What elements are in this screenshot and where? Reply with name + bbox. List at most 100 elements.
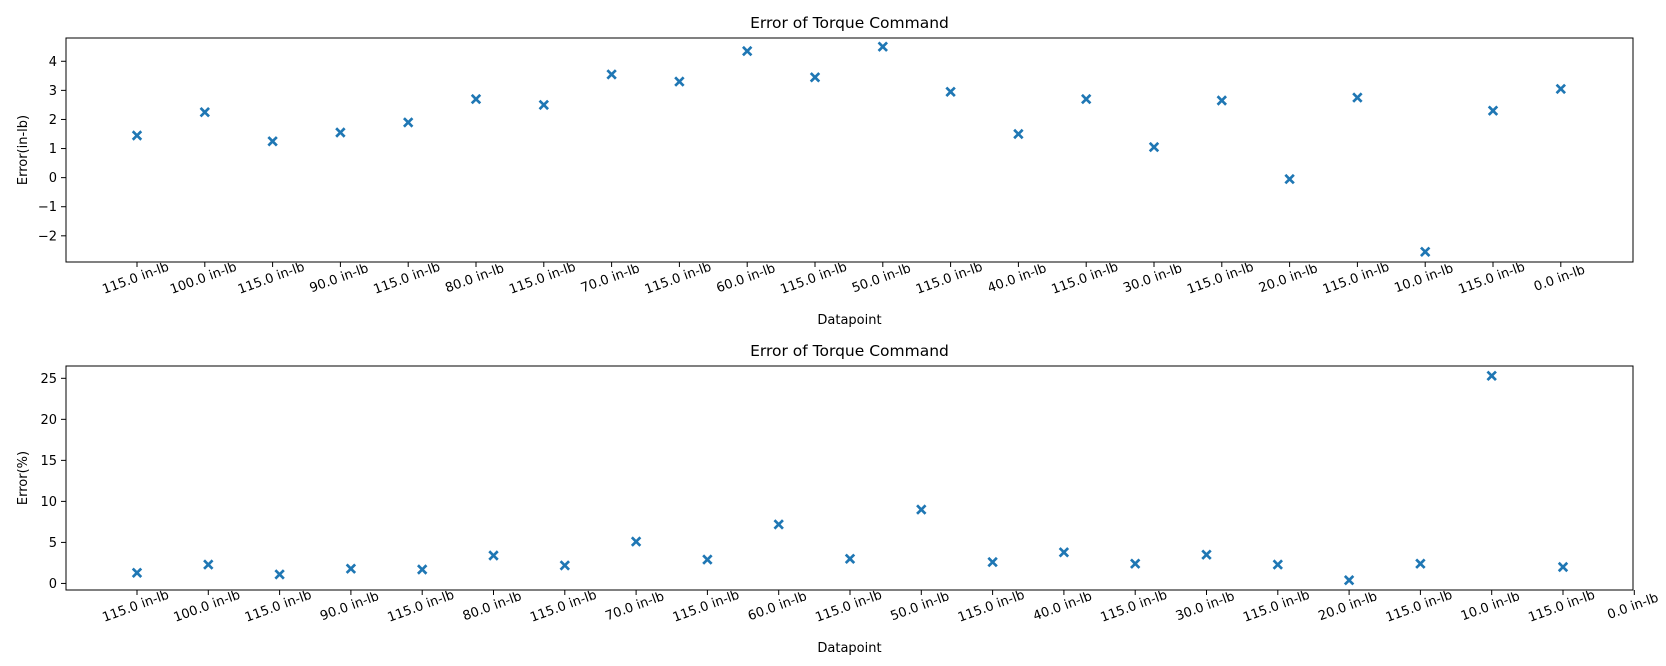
data-point: [702, 554, 713, 565]
data-point: [773, 519, 784, 530]
x-tick-label: 30.0 in-lb: [1174, 589, 1237, 624]
x-tick-label: 115.0 in-lb: [1321, 260, 1392, 298]
x-tick-label: 115.0 in-lb: [100, 260, 171, 298]
x-tick-label: 115.0 in-lb: [386, 588, 457, 626]
data-point: [1201, 549, 1212, 560]
x-tick-label: 115.0 in-lb: [507, 260, 578, 298]
y-tick-label: 3: [49, 84, 57, 99]
x-tick-label: 90.0 in-lb: [318, 589, 381, 624]
x-tick-label: 40.0 in-lb: [1031, 589, 1094, 624]
x-tick-label: 115.0 in-lb: [643, 260, 714, 298]
data-point: [809, 72, 821, 83]
x-tick-label: 115.0 in-lb: [100, 588, 171, 626]
data-point: [674, 76, 685, 87]
data-point: [345, 563, 357, 574]
data-point: [1420, 246, 1431, 257]
data-point: [131, 130, 143, 141]
data-point: [1352, 92, 1363, 103]
x-tick-label: 100.0 in-lb: [168, 260, 239, 298]
data-point: [987, 556, 998, 568]
chart-title: Error of Torque Command: [750, 14, 949, 32]
data-point: [538, 99, 549, 111]
x-tick-label: 115.0 in-lb: [956, 588, 1027, 626]
x-axis-label: Datapoint: [817, 313, 881, 328]
x-tick-label: 70.0 in-lb: [579, 261, 642, 296]
y-tick-label: 1: [49, 142, 57, 157]
data-point: [606, 69, 617, 80]
data-point: [470, 93, 482, 105]
x-tick-label: 115.0 in-lb: [914, 260, 985, 298]
y-tick-label: −2: [38, 229, 57, 244]
data-point: [403, 117, 414, 128]
x-tick-label: 30.0 in-lb: [1121, 261, 1184, 296]
y-tick-label: 4: [49, 55, 57, 70]
x-tick-label: 115.0 in-lb: [1456, 260, 1527, 298]
data-point: [559, 560, 570, 571]
data-point: [1343, 575, 1355, 586]
x-tick-label: 115.0 in-lb: [1050, 260, 1121, 298]
data-point: [844, 553, 856, 564]
data-point: [1555, 83, 1566, 95]
data-point: [417, 564, 428, 575]
y-axis-label: Error(%): [16, 451, 31, 505]
x-tick-label: 115.0 in-lb: [671, 588, 742, 626]
x-tick-label: 40.0 in-lb: [986, 261, 1049, 296]
data-point: [1216, 95, 1227, 106]
x-tick-label: 0.0 in-lb: [1606, 591, 1661, 623]
chart-top: Error of Torque Command −2 −1 0 1 2 3 4 115.0 in…: [16, 14, 1634, 328]
y-tick-label: 2: [49, 113, 57, 128]
y-tick-label: 0: [49, 171, 57, 186]
data-point: [335, 127, 346, 138]
x-tick-label: 115.0 in-lb: [1185, 260, 1256, 298]
data-point: [1487, 105, 1499, 116]
x-tick-label: 80.0 in-lb: [461, 589, 524, 624]
data-point: [742, 45, 753, 57]
chart-bottom: Error of Torque Command 0 5 10 15 20 25 115.0 i…: [16, 342, 1661, 656]
data-point: [877, 41, 888, 52]
data-point: [267, 136, 278, 147]
y-tick-label: 25: [40, 372, 57, 387]
y-axis-label: Error(in-lb): [16, 115, 31, 185]
x-tick-label: 0.0 in-lb: [1532, 263, 1587, 295]
x-tick-label: 50.0 in-lb: [850, 261, 913, 296]
data-point: [916, 504, 927, 515]
data-point: [1557, 561, 1569, 573]
data-point: [1486, 370, 1497, 381]
plot-frame: [65, 37, 1634, 263]
data-point: [945, 86, 956, 97]
chart-title: Error of Torque Command: [750, 342, 949, 360]
data-point: [1058, 547, 1070, 558]
x-tick-label: 20.0 in-lb: [1257, 261, 1320, 296]
x-tick-label: 50.0 in-lb: [889, 589, 952, 624]
data-point: [630, 536, 642, 547]
x-tick-label: 60.0 in-lb: [715, 261, 778, 296]
x-tick-label: 100.0 in-lb: [172, 588, 243, 626]
x-tick-label: 20.0 in-lb: [1316, 589, 1379, 624]
data-point: [274, 569, 285, 580]
x-tick-label: 115.0 in-lb: [1384, 588, 1455, 626]
data-point: [488, 550, 499, 561]
x-tick-label: 115.0 in-lb: [528, 588, 599, 626]
y-tick-label: 20: [40, 413, 57, 428]
x-tick-label: 80.0 in-lb: [443, 261, 506, 296]
y-tick-label: 10: [40, 495, 57, 510]
x-tick-label: 90.0 in-lb: [308, 261, 371, 296]
data-point: [1415, 558, 1426, 569]
x-tick-label: 115.0 in-lb: [372, 260, 443, 298]
x-tick-label: 60.0 in-lb: [746, 589, 809, 624]
x-tick-label: 115.0 in-lb: [236, 260, 307, 298]
data-point: [1272, 559, 1283, 570]
data-point: [199, 107, 210, 118]
data-point: [1013, 128, 1024, 140]
data-point: [131, 567, 143, 578]
x-tick-label: 115.0 in-lb: [1099, 588, 1170, 626]
x-tick-label: 10.0 in-lb: [1459, 589, 1522, 624]
y-tick-label: −1: [38, 200, 57, 215]
x-tick-label: 115.0 in-lb: [243, 588, 314, 626]
data-point: [1130, 558, 1141, 569]
x-axis-label: Datapoint: [817, 641, 881, 656]
y-tick-label: 5: [49, 536, 57, 551]
data-point: [1148, 141, 1160, 153]
data-point: [1081, 93, 1092, 105]
